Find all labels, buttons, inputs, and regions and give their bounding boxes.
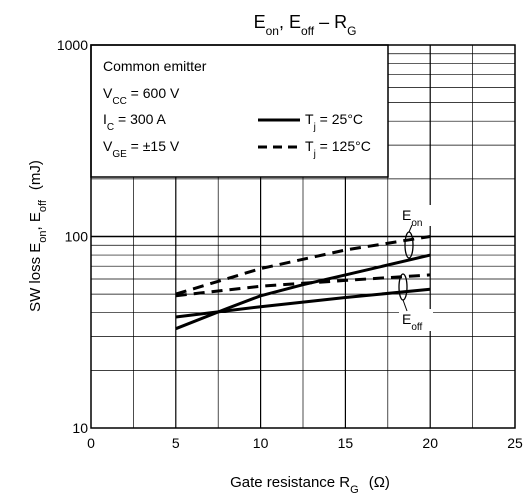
x-tick-label: 5 <box>172 435 180 451</box>
plot-border <box>90 44 516 429</box>
legend-label-125c: Tj = 125°C <box>305 138 371 160</box>
x-tick-label: 20 <box>422 435 438 451</box>
eoff-label-leader <box>402 299 408 312</box>
condition-vcc: VCC = 600 V <box>103 85 180 107</box>
series-line-eon-dashed <box>175 235 431 296</box>
x-tick-label: 10 <box>253 435 269 451</box>
eoff-group-ellipse <box>398 273 408 301</box>
y-tick-label: 1000 <box>57 37 88 53</box>
eon-label: Eon <box>402 207 422 229</box>
series-group <box>175 235 431 331</box>
chart-title: Eon, Eoff – RG <box>254 12 357 38</box>
x-tick-label: 25 <box>507 435 523 451</box>
eon-label-leader <box>408 224 413 233</box>
y-axis-label: SW loss Eon, Eoff(mJ) <box>27 160 49 312</box>
condition-vge: VGE = ±15 V <box>103 138 180 160</box>
condition-ic: IC = 300 A <box>103 111 167 133</box>
series-line-eoff-dashed <box>175 273 431 298</box>
y-tick-label: 100 <box>65 229 89 245</box>
eon-label-bg <box>399 205 433 226</box>
x-axis-label: Gate resistance RG (Ω) <box>230 474 390 496</box>
tick-labels: 0 5 10 15 20 25 10 100 1000 <box>57 37 523 451</box>
eoff-label-bg <box>399 309 433 331</box>
series-line-eoff-solid <box>175 287 431 319</box>
x-tick-label: 15 <box>338 435 354 451</box>
condition-common-emitter: Common emitter <box>103 58 207 74</box>
x-tick-label: 0 <box>87 435 95 451</box>
legend-label-25c: Tj = 25°C <box>305 111 363 133</box>
eoff-label: Eoff <box>402 311 423 333</box>
y-tick-label: 10 <box>72 420 88 436</box>
conditions-box <box>90 44 389 178</box>
